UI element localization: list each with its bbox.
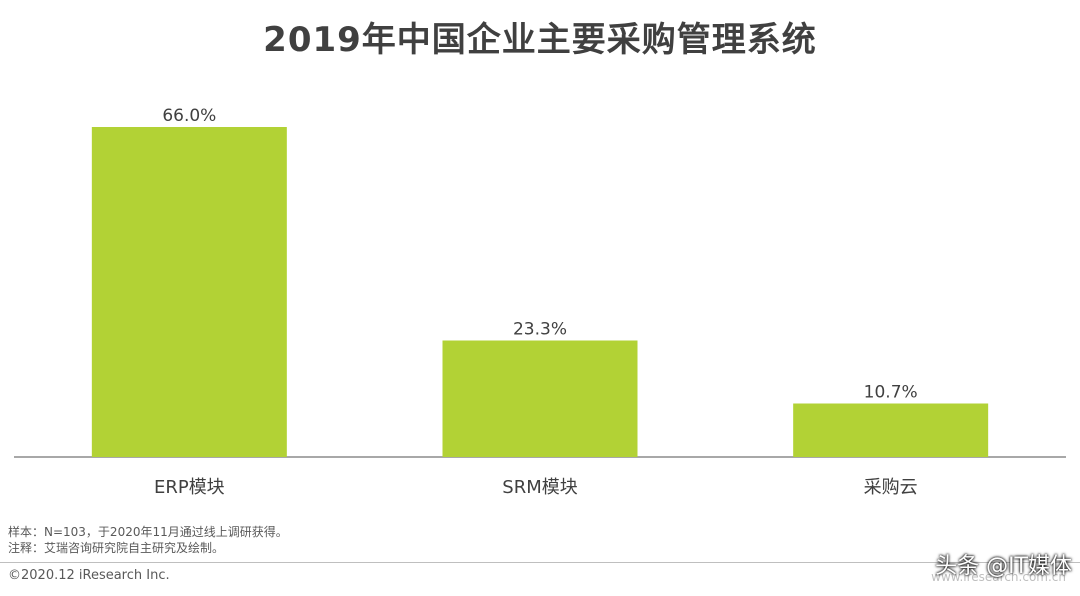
category-label-3: 采购云	[864, 477, 918, 498]
watermark: 头条 @IT媒体	[935, 554, 1072, 579]
bar-1	[91, 127, 287, 457]
sample-note: 样本：N=103，于2020年11月通过线上调研获得。	[8, 525, 288, 539]
bar-3	[793, 403, 989, 457]
category-label-2: SRM模块	[502, 477, 577, 498]
annotation-note: 注释：艾瑞咨询研究院自主研究及绘制。	[8, 541, 225, 555]
data-label-1: 66.0%	[162, 106, 216, 126]
chart-notes: 样本：N=103，于2020年11月通过线上调研获得。 注释：艾瑞咨询研究院自主…	[8, 524, 288, 556]
bar-2	[442, 340, 638, 457]
site-url: www.iresearch.com.cn	[931, 570, 1066, 584]
chart-title: 2019年中国企业主要采购管理系统	[263, 20, 817, 60]
category-label-1: ERP模块	[154, 477, 225, 498]
data-label-2: 23.3%	[513, 320, 567, 340]
bar-chart: 66.0% ERP模块 23.3% SRM模块 10.7% 采购云	[14, 106, 1066, 498]
data-label-3: 10.7%	[864, 383, 918, 403]
footer-divider	[0, 562, 1080, 563]
copyright: ©2020.12 iResearch Inc.	[8, 568, 170, 583]
